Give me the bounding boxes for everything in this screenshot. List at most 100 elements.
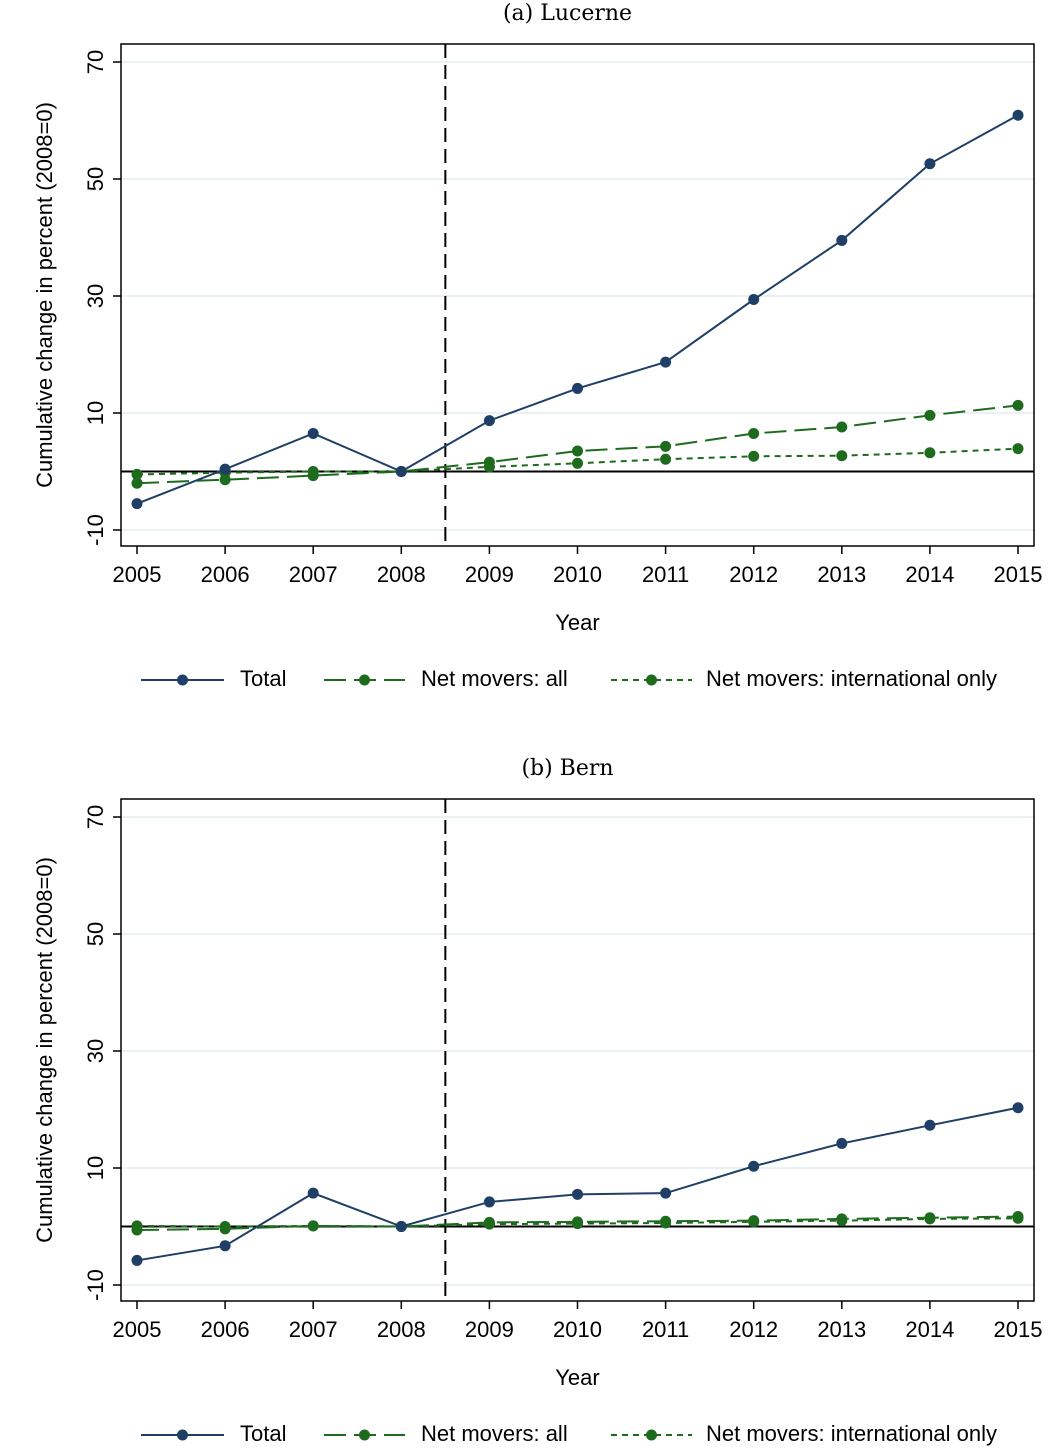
y-axis-title: Cumulative change in percent (2008=0) [32,102,57,488]
data-point [836,234,848,246]
data-point [395,466,407,477]
series-line-0 [136,114,1019,505]
x-tick-label: 2008 [377,1317,426,1342]
legend-item-2: Net movers: international only [611,1421,997,1446]
legend-label: Net movers: international only [706,666,997,691]
data-point [219,1223,231,1235]
legend-swatch-marker [646,674,657,686]
data-point [836,1213,848,1225]
legend-label: Net movers: all [421,1421,568,1446]
x-tick-label: 2013 [817,562,866,587]
data-point [219,1240,231,1252]
x-axis-title: Year [555,1365,599,1390]
data-point [748,427,760,439]
legend-swatch-marker [646,1429,657,1441]
x-tick-label: 2006 [201,562,250,587]
x-tick-label: 2011 [642,1317,689,1342]
y-tick-label: 50 [83,922,108,946]
data-point [836,450,848,462]
y-tick-label: 70 [83,50,108,74]
y-tick-label: 10 [83,1156,108,1180]
data-point [219,474,231,486]
x-tick-label: 2007 [289,562,338,587]
x-tick-label: 2011 [642,562,689,587]
data-point [572,382,583,394]
y-tick-label: 10 [83,401,108,425]
data-point [219,463,231,475]
data-point [307,427,319,439]
x-tick-label: 2010 [553,1317,602,1342]
data-point [748,450,760,462]
legend-swatch-marker [359,674,370,686]
data-point [924,1212,936,1224]
data-point [483,1196,495,1208]
data-point [307,1220,319,1232]
legend-item-1: Net movers: all [324,1421,568,1446]
legend-item-0: Total [141,666,286,691]
data-point [924,1119,936,1131]
data-point [483,456,495,468]
x-tick-label: 2007 [289,1317,338,1342]
x-tick-label: 2013 [817,1317,866,1342]
data-point [748,1215,760,1227]
y-axis-title: Cumulative change in percent (2008=0) [32,857,57,1243]
data-point [395,1221,407,1232]
data-point [1012,399,1024,411]
x-tick-label: 2015 [994,1317,1043,1342]
data-point [307,1187,319,1199]
x-tick-label: 2005 [113,562,162,587]
panel-title: (b) Bern [521,756,613,781]
x-tick-label: 2005 [113,1317,162,1342]
data-point [1012,1102,1024,1114]
data-point [924,447,936,459]
x-tick-label: 2012 [729,562,778,587]
legend-label: Net movers: all [421,666,568,691]
data-point [131,468,143,480]
data-point [1012,109,1024,121]
data-point [660,1215,672,1227]
data-point [924,158,936,170]
legend-item-2: Net movers: international only [611,666,997,691]
panel-title: (a) Lucerne [503,1,632,26]
data-point [131,1254,143,1266]
x-tick-label: 2006 [201,1317,250,1342]
data-point [131,498,143,510]
data-point [1012,443,1024,455]
data-point [660,356,672,368]
x-tick-label: 2012 [729,1317,778,1342]
x-tick-label: 2009 [465,562,514,587]
y-tick-label: 50 [83,167,108,191]
legend-swatch-marker [359,1429,370,1441]
x-tick-label: 2009 [465,1317,514,1342]
data-point [924,409,936,421]
panel-bern: (b) Bern -10 10 30 50 70 2005 2006 2007 2008 2009 2… [32,756,1043,1446]
data-point [748,294,760,306]
data-point [131,1224,143,1236]
legend-swatch-marker [177,1429,188,1441]
x-tick-label: 2015 [994,562,1043,587]
data-point [572,1188,583,1200]
data-point [307,470,319,482]
data-point [1012,1211,1024,1223]
y-tick-label: -10 [83,1269,108,1301]
y-tick-label: 70 [83,805,108,829]
x-tick-label: 2008 [377,562,426,587]
legend-item-1: Net movers: all [324,666,568,691]
x-tick-label: 2010 [553,562,602,587]
legend-swatch-marker [177,674,188,686]
data-point [660,1187,672,1199]
legend-label: Total [240,1421,286,1446]
x-tick-label: 2014 [905,1317,954,1342]
data-point [572,445,583,457]
panel-lucerne: (a) Lucerne -10 10 30 50 70 2005 2006 2007 2008 20… [32,1,1043,691]
legend-item-0: Total [141,1421,286,1446]
legend-label: Total [240,666,286,691]
series-line-0 [136,1106,1019,1262]
data-point [660,440,672,452]
data-point [660,453,672,465]
y-tick-label: 30 [83,284,108,308]
legend-label: Net movers: international only [706,1421,997,1446]
data-point [836,1137,848,1149]
y-tick-label: -10 [83,514,108,546]
